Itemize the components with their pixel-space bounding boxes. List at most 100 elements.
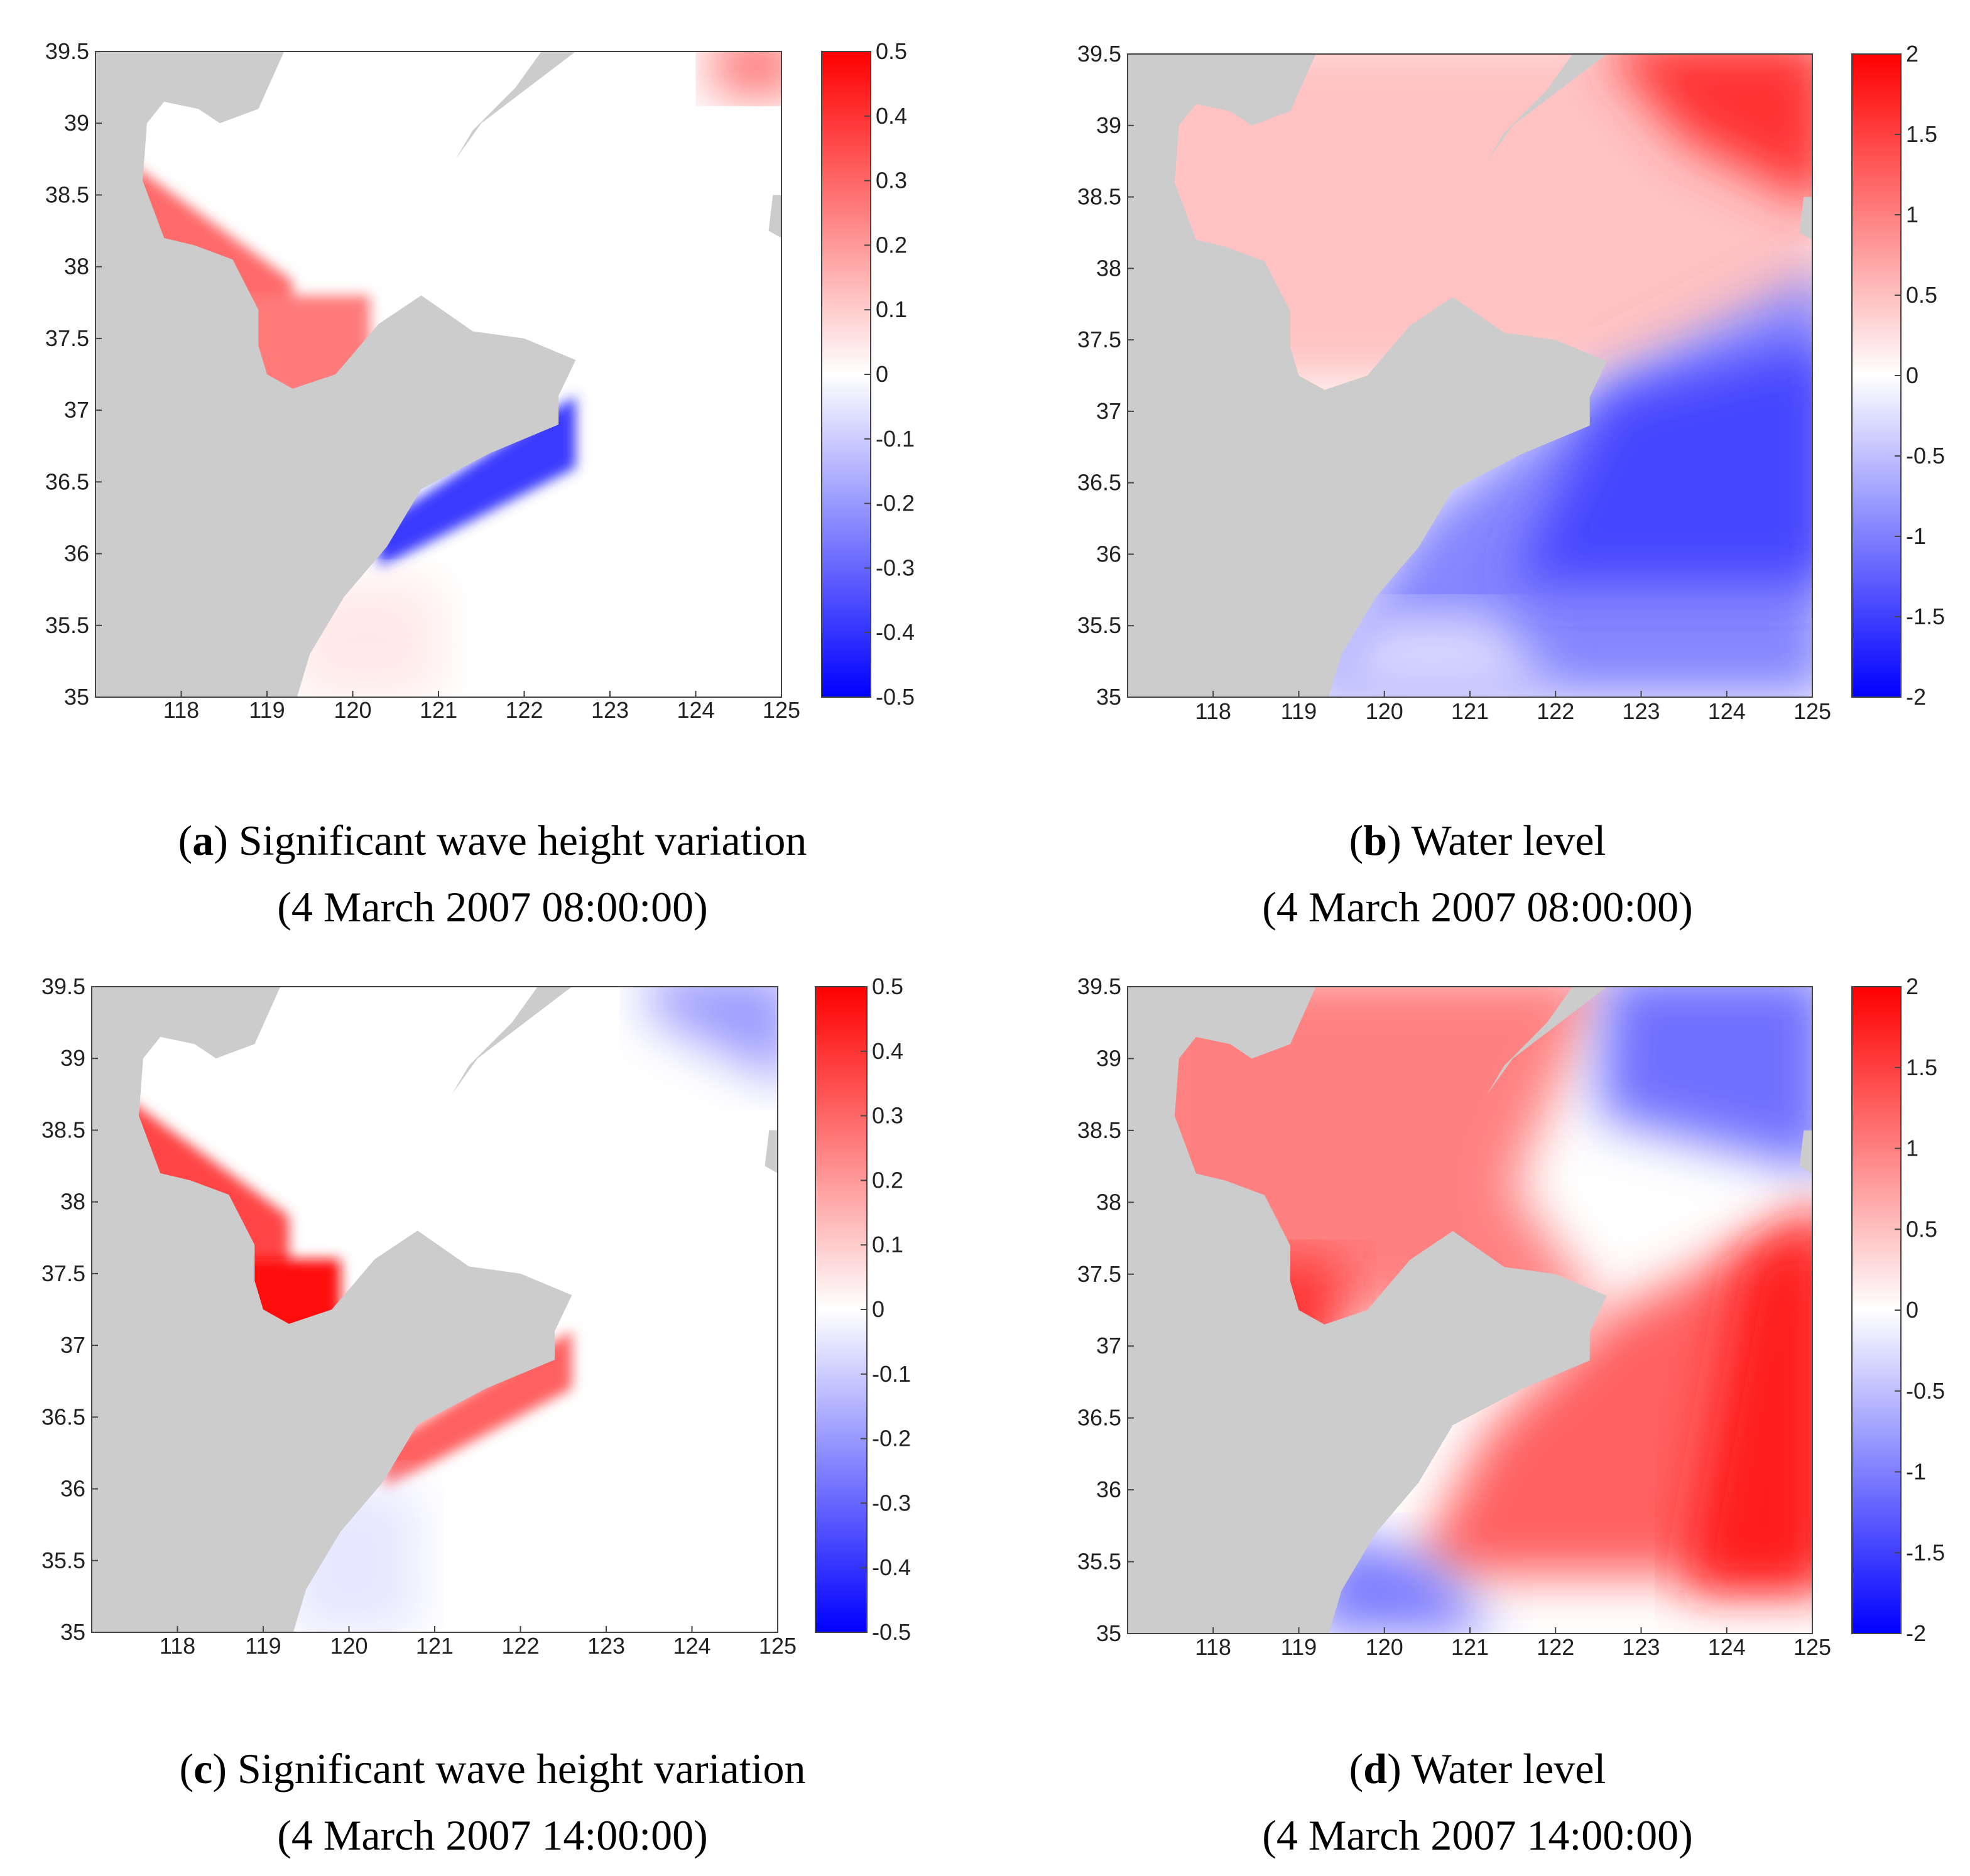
caption-letter-c: c (193, 1745, 213, 1792)
y-tick-label-b: 36.5 (1077, 470, 1121, 496)
y-tick-label-b: 39.5 (1077, 41, 1121, 67)
y-tick-label-c: 37 (60, 1332, 85, 1358)
chart-a: 118 119 120 121 122 123 124 125 35 35.5 36 36.5 37 37… (45, 38, 915, 723)
x-tick-label-a: 120 (334, 697, 371, 723)
y-tick-label-d: 36 (1096, 1477, 1121, 1502)
caption-title-c: Significant wave height variation (237, 1745, 806, 1792)
x-tick-label-d: 120 (1366, 1634, 1403, 1660)
colorbar-tick-label-d: -1 (1906, 1459, 1926, 1485)
field-ne-b (1610, 54, 1812, 203)
x-tick-label-d: 118 (1195, 1634, 1231, 1660)
caption-title-d: Water level (1411, 1745, 1606, 1792)
y-tick-label-b: 35 (1096, 684, 1121, 710)
field-east-d (1684, 1225, 1812, 1591)
y-tick-label-b: 39 (1096, 112, 1121, 138)
colorbar-tick-label-a: -0.1 (876, 426, 915, 452)
colorbar-a (821, 51, 871, 698)
x-tick-label-a: 119 (249, 697, 285, 723)
colorbar-tick-label-d: -1.5 (1906, 1539, 1945, 1565)
colorbar-tick-label-d: -0.5 (1906, 1378, 1945, 1404)
panel-a: 118 119 120 121 122 123 124 125 35 35.5 36 36.5 37 37… (0, 0, 985, 938)
y-tick-label-b: 37.5 (1077, 327, 1121, 352)
y-tick-label-a: 37.5 (45, 325, 89, 351)
colorbar-b (1851, 53, 1902, 698)
y-tick-label-c: 36 (60, 1476, 85, 1502)
caption-d: (d) Water level (4 March 2007 14:00:00) (985, 1735, 1970, 1868)
caption-title-b: Water level (1411, 816, 1606, 864)
colorbar-tick-label-c: 0.1 (872, 1232, 903, 1257)
y-tick-label-a: 35 (64, 684, 89, 710)
caption-letter-b: b (1363, 816, 1388, 864)
x-tick-label-d: 123 (1622, 1634, 1660, 1660)
x-tick-label-c: 123 (587, 1633, 625, 1659)
y-tick-label-c: 39.5 (41, 973, 85, 999)
colorbar-tick-label-c: -0.5 (872, 1619, 911, 1645)
x-tick-label-a: 118 (163, 697, 199, 723)
caption-letter-d: d (1363, 1745, 1388, 1792)
colorbar-tick-label-b: -2 (1906, 684, 1926, 710)
y-tick-label-d: 37.5 (1077, 1261, 1121, 1287)
colorbar-tick-label-b: -1.5 (1906, 604, 1945, 629)
x-tick-label-a: 125 (763, 697, 800, 723)
chart-c: 118 119 120 121 122 123 124 125 35 35.5 36 36.5 37 37… (41, 973, 911, 1659)
colorbar-tick-label-a: 0.4 (876, 103, 907, 129)
field-south-b (1324, 611, 1556, 697)
chart-b: 118 119 120 121 122 123 124 1253535.53636.53737… (1077, 41, 1945, 724)
land-korea-a (768, 195, 781, 238)
x-tick-label-b: 121 (1451, 698, 1489, 724)
colorbar-tick-label-c: -0.1 (872, 1361, 911, 1387)
colorbar-tick-label-c: -0.2 (872, 1426, 911, 1451)
caption-time-c: (4 March 2007 14:00:00) (277, 1811, 708, 1859)
y-tick-label-c: 35.5 (41, 1548, 85, 1573)
x-tick-label-b: 123 (1622, 698, 1660, 724)
panel-b: 118 119 120 121 122 123 124 125 35 35.5 36 36.5 37 37… (985, 0, 1970, 938)
caption-c: (c) Significant wave height variation (4… (0, 1735, 985, 1868)
x-tick-label-c: 122 (501, 1633, 539, 1659)
y-tick-label-a: 39.5 (45, 38, 89, 64)
colorbar-tick-label-b: 1.5 (1906, 121, 1937, 147)
x-tick-label-d: 119 (1281, 1634, 1317, 1660)
y-tick-label-a: 37 (64, 397, 89, 423)
y-tick-label-a: 39 (64, 110, 89, 136)
y-tick-label-b: 38.5 (1077, 184, 1121, 210)
field-shandong-south-a (378, 396, 576, 568)
colorbar-tick-label-c: 0.4 (872, 1038, 903, 1064)
y-tick-label-a: 38 (64, 254, 89, 279)
x-tick-label-a: 124 (677, 697, 714, 723)
colorbar-tick-label-d: 1.5 (1906, 1055, 1937, 1080)
x-tick-label-a: 123 (591, 697, 629, 723)
colorbar-tick-label-b: -1 (1906, 523, 1926, 549)
y-tick-label-d: 37 (1096, 1333, 1121, 1358)
land-korea-b (1799, 197, 1812, 240)
y-tick-label-d: 38.5 (1077, 1117, 1121, 1143)
x-tick-label-d: 125 (1793, 1634, 1831, 1660)
y-tick-label-d: 36.5 (1077, 1405, 1121, 1431)
panel-c: 118 119 120 121 122 123 124 125 35 35.5 36 36.5 37 37… (0, 938, 985, 1875)
x-tick-label-d: 124 (1708, 1634, 1746, 1660)
y-tick-label-a: 36.5 (45, 469, 89, 494)
x-tick-label-c: 118 (160, 1633, 195, 1659)
land-c (92, 987, 778, 1632)
colorbar-tick-label-c: 0.3 (872, 1103, 903, 1129)
colorbar-tick-label-a: 0.2 (876, 232, 907, 258)
x-tick-label-b: 124 (1708, 698, 1746, 724)
x-tick-label-c: 119 (245, 1633, 281, 1659)
y-tick-label-c: 36.5 (41, 1404, 85, 1429)
y-tick-label-c: 35 (60, 1619, 85, 1645)
caption-time-d: (4 March 2007 14:00:00) (1262, 1811, 1693, 1859)
colorbar-tick-label-c: -0.4 (872, 1554, 911, 1580)
caption-b: (b) Water level (4 March 2007 08:00:00) (985, 807, 1970, 940)
field-bohai-b (1128, 54, 1812, 383)
colorbar-d (1851, 986, 1902, 1634)
colorbar-tick-label-b: 0 (1906, 362, 1918, 388)
caption-letter-a: a (192, 816, 214, 864)
y-tick-label-d: 35.5 (1077, 1549, 1121, 1575)
colorbar-tick-label-b: 1 (1906, 202, 1918, 227)
colorbar-tick-label-c: 0 (872, 1296, 884, 1322)
land-d (1128, 987, 1812, 1634)
y-tick-label-d: 35 (1096, 1620, 1121, 1646)
y-tick-label-b: 38 (1096, 255, 1121, 281)
x-tick-label-c: 125 (759, 1633, 797, 1659)
chart-d: 118 119 120 121 122 123 124 1253535.53636.53737… (1077, 973, 1945, 1660)
colorbar-tick-label-a: -0.3 (876, 555, 915, 580)
